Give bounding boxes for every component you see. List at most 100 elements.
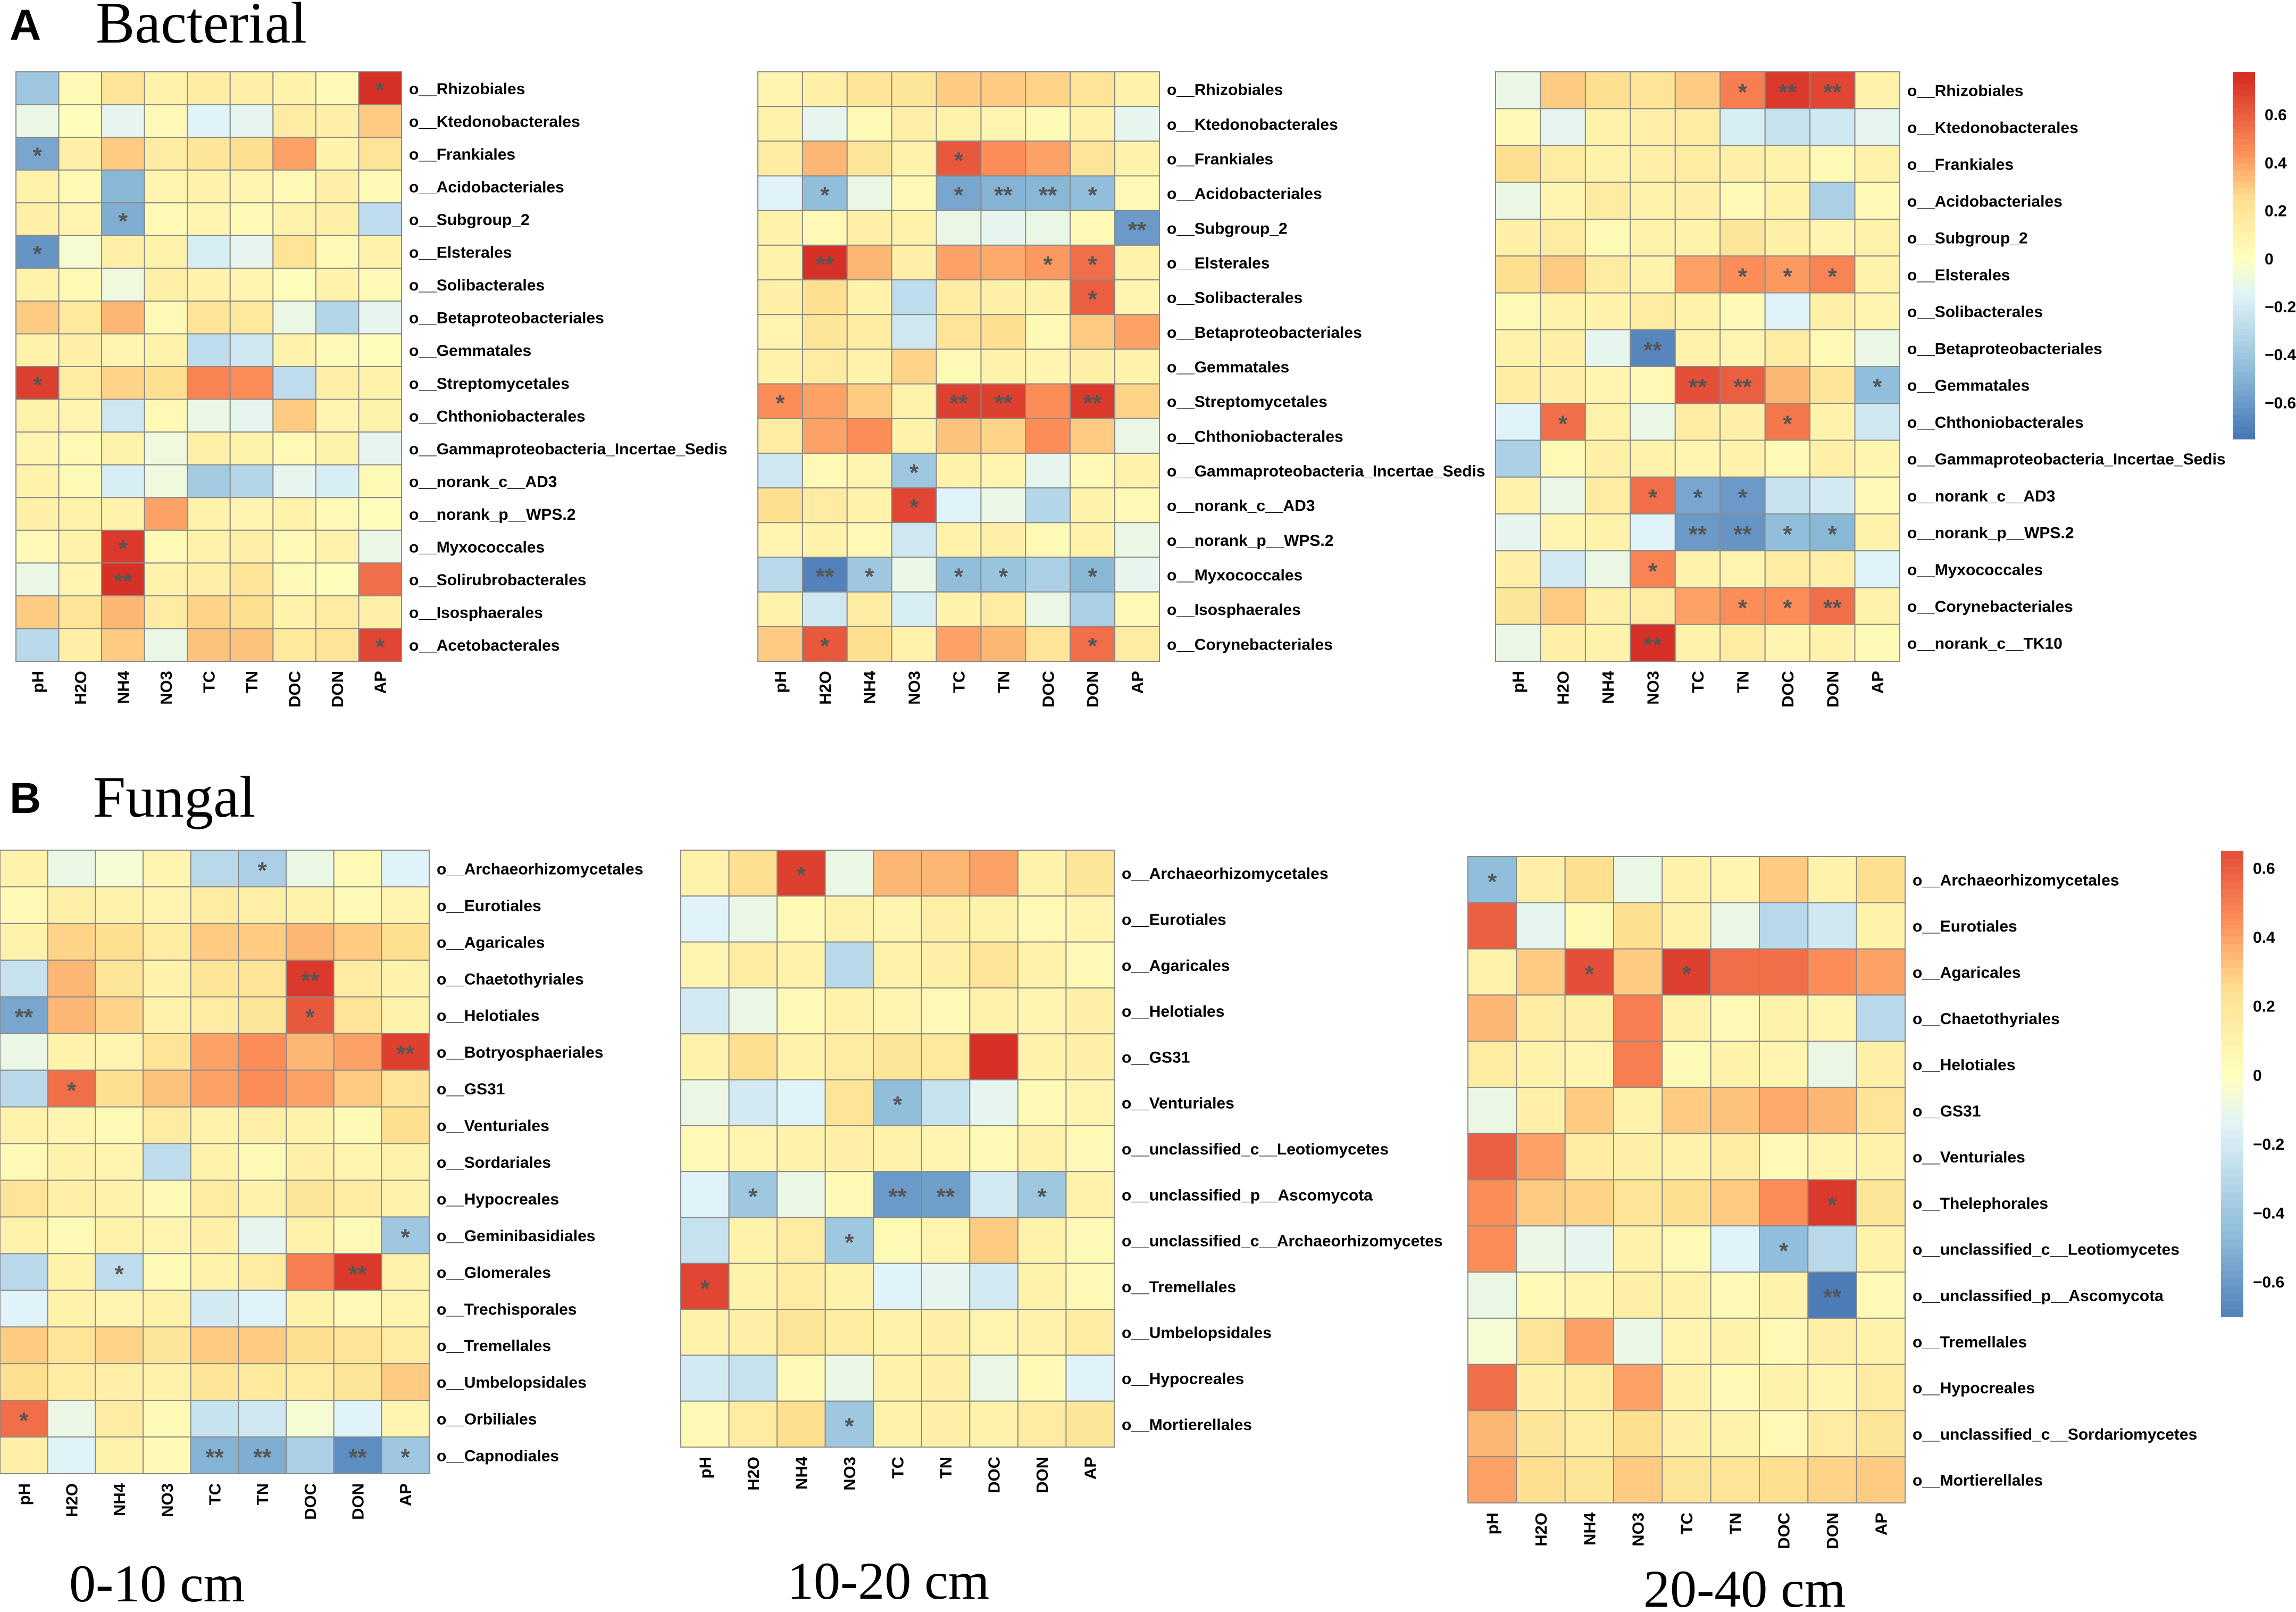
heatmap-cell [757, 314, 803, 350]
heatmap-cell [1710, 1225, 1760, 1273]
heatmap-cell [58, 268, 103, 302]
significance-marker: ** [1689, 374, 1707, 400]
row-label: o__Umbelopsidales [437, 1374, 587, 1392]
heatmap-cell [272, 529, 316, 564]
heatmap-cell [1807, 948, 1857, 996]
heatmap-cell [1065, 987, 1115, 1035]
row-label: o__Capnodiales [437, 1448, 559, 1465]
heatmap-cell [95, 1290, 144, 1328]
heatmap-cell [381, 850, 430, 887]
heatmap-cell [1719, 292, 1766, 330]
heatmap-cell [1017, 850, 1067, 897]
column-label: TN [253, 1483, 272, 1505]
legend-swatch [2233, 371, 2255, 378]
heatmap-cell [891, 522, 937, 558]
heatmap-cell [144, 398, 188, 433]
heatmap-cell [1017, 1171, 1067, 1218]
column-label: DON [328, 671, 347, 708]
row-label: o__Botryosphaeriales [437, 1044, 603, 1061]
heatmap-cell [0, 996, 48, 1034]
heatmap-cell [728, 1355, 778, 1402]
heatmap-cell [1017, 1033, 1067, 1081]
heatmap-cell [381, 1400, 430, 1438]
heatmap-cell [144, 71, 188, 105]
heatmap-cell [381, 1326, 430, 1365]
column-label: NH4 [861, 670, 879, 704]
heatmap-cell [143, 1436, 191, 1475]
heatmap-cell [1630, 476, 1676, 514]
heatmap-cell [315, 104, 360, 138]
heatmap-cell [1854, 587, 1901, 625]
heatmap-cell [1710, 1179, 1760, 1227]
heatmap-cell [1070, 487, 1116, 524]
heatmap-cell [58, 300, 103, 335]
heatmap-cell [1854, 292, 1901, 330]
heatmap-cell [1630, 366, 1676, 404]
heatmap-cell [1856, 948, 1906, 996]
heatmap-cell [187, 300, 231, 335]
heatmap-cell [333, 1216, 382, 1254]
heatmap-cell [101, 268, 145, 302]
heatmap-cell [1719, 108, 1766, 146]
heatmap-cell [1114, 452, 1160, 489]
heatmap-cell [95, 850, 144, 887]
heatmap-cell [1856, 1179, 1906, 1227]
heatmap-cell [1564, 902, 1615, 950]
legend-swatch [2233, 273, 2255, 280]
heatmap-cell [58, 529, 103, 564]
heatmap-cell [980, 244, 1026, 281]
heatmap-cell [980, 210, 1026, 246]
heatmap-cell [1540, 71, 1586, 110]
row-label: o__Venturiales [1122, 1095, 1234, 1112]
heatmap-cell [680, 895, 730, 943]
heatmap-cell [143, 959, 191, 998]
heatmap-cell [333, 1326, 382, 1365]
significance-marker: ** [949, 390, 968, 417]
heatmap-cell [1540, 624, 1586, 662]
heatmap-cell [358, 169, 403, 204]
heatmap-cell [1630, 439, 1676, 478]
heatmap-cell [1017, 941, 1067, 988]
row-label: o__norank_p__WPS.2 [1167, 532, 1333, 550]
heatmap-cell [1807, 902, 1857, 950]
section-title-fungal: Fungal [93, 765, 256, 829]
row-label: o__Rhizobiales [1167, 81, 1283, 99]
heatmap-cell [969, 1355, 1018, 1402]
heatmap-cell [333, 1363, 382, 1401]
heatmap-cell [15, 268, 60, 302]
heatmap-cell [1564, 1317, 1615, 1365]
heatmap-cell [1674, 476, 1721, 514]
row-label: o__Betaproteobacteriales [409, 310, 604, 327]
heatmap-cell [1630, 181, 1676, 220]
row-label: o__Tremellales [1913, 1333, 2027, 1351]
heatmap-cell [1017, 1262, 1067, 1310]
heatmap-cell [891, 106, 937, 142]
legend-swatch [2221, 999, 2243, 1007]
heatmap-cell [1540, 181, 1586, 220]
heatmap-cell [15, 529, 60, 564]
heatmap-cell [1759, 1364, 1809, 1411]
significance-marker: ** [1823, 595, 1842, 621]
legend-swatch [2233, 280, 2255, 287]
significance-marker: ** [1039, 182, 1057, 209]
row-label: o__Sordariales [437, 1154, 551, 1171]
heatmap-cell [757, 556, 803, 593]
heatmap-cell [1025, 591, 1071, 627]
heatmap-cell [1854, 329, 1901, 367]
row-label: o__Agaricales [1913, 964, 2021, 982]
heatmap-cell [333, 1179, 382, 1218]
heatmap-cell [1854, 255, 1901, 294]
significance-marker: * [1088, 286, 1098, 312]
heatmap-cell [381, 1069, 430, 1108]
legend-swatch [2233, 390, 2255, 397]
heatmap-fung-10-20: *** ** ** ****o__Archaeorhizomycetaleso__Eu… [680, 850, 1443, 1493]
heatmap-cell [1584, 71, 1631, 110]
legend-swatch [2221, 944, 2243, 953]
heatmap-cell [1495, 219, 1541, 257]
heatmap-cell [58, 71, 103, 105]
heatmap-cell [1807, 994, 1857, 1042]
heatmap-cell [980, 140, 1026, 177]
heatmap-cell [229, 628, 274, 662]
significance-marker: * [999, 564, 1008, 590]
heatmap-cell [1759, 1225, 1809, 1273]
